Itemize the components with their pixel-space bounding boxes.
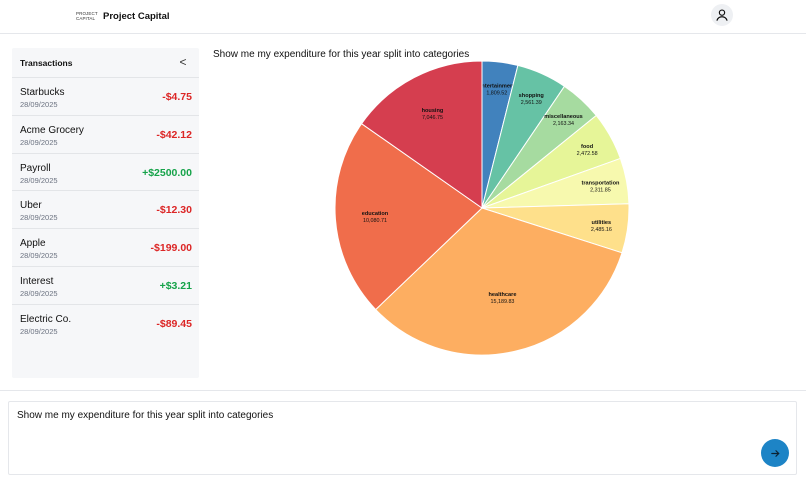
pie-value-entertainment: 1,809.52 — [486, 90, 507, 96]
transaction-item[interactable]: Starbucks 28/09/2025 -$4.75 — [12, 78, 199, 116]
pie-label-education: education — [362, 211, 389, 217]
pie-value-food: 2,472.58 — [577, 151, 598, 157]
transaction-item[interactable]: Electric Co. 28/09/2025 -$89.45 — [12, 305, 199, 343]
expenditure-pie-chart: entertainment 1,809.52 shopping 2,561.39 mis… — [322, 56, 642, 366]
transactions-panel: Transactions < Starbucks 28/09/2025 -$4.… — [12, 48, 199, 378]
transaction-item[interactable]: Uber 28/09/2025 -$12.30 — [12, 191, 199, 230]
transaction-date: 28/09/2025 — [20, 251, 58, 261]
transaction-date: 28/09/2025 — [20, 175, 58, 185]
transaction-name: Payroll — [20, 162, 51, 174]
pie-label-food: food — [581, 144, 594, 150]
transaction-name: Apple — [20, 238, 46, 250]
section-divider — [0, 390, 806, 391]
transaction-amount: +$2500.00 — [142, 166, 192, 179]
transaction-name: Electric Co. — [20, 313, 72, 325]
pie-value-shopping: 2,561.39 — [521, 100, 542, 106]
transactions-list: Starbucks 28/09/2025 -$4.75 Acme Grocery… — [12, 78, 199, 343]
transaction-name: Starbucks — [20, 87, 65, 98]
pie-label-shopping: shopping — [519, 93, 545, 99]
logo-line-1: PROJECT — [76, 11, 98, 16]
pie-slice-housing[interactable] — [360, 60, 483, 209]
transaction-amount: -$42.12 — [156, 128, 192, 141]
pie-label-housing: housing — [422, 108, 444, 114]
pie-label-utilities: utilities — [592, 220, 612, 226]
pie-slice-education[interactable] — [334, 122, 483, 311]
pie-value-housing: 7,046.75 — [422, 115, 443, 121]
transaction-item[interactable]: Interest 28/09/2025 +$3.21 — [12, 267, 199, 305]
transactions-panel-header: Transactions < — [12, 48, 199, 78]
transaction-amount: +$3.21 — [159, 279, 192, 292]
user-avatar-button[interactable] — [711, 4, 733, 26]
transaction-amount: -$199.00 — [150, 242, 192, 255]
transaction-item[interactable]: Payroll 28/09/2025 +$2500.00 — [12, 154, 199, 192]
transaction-date: 28/09/2025 — [20, 137, 58, 147]
transaction-amount: -$12.30 — [156, 204, 192, 217]
pie-label-transportation: transportation — [581, 181, 619, 187]
app-logo[interactable]: PROJECT CAPITAL — [76, 11, 98, 21]
pie-label-healthcare: healthcare — [488, 292, 516, 298]
chart-query-title: Show me my expenditure for this year spl… — [213, 49, 470, 60]
transaction-amount: -$4.75 — [162, 91, 192, 103]
transaction-date: 28/09/2025 — [20, 213, 58, 223]
pie-value-education: 10,080.71 — [363, 218, 387, 224]
prompt-input[interactable] — [17, 410, 757, 421]
pie-value-miscellaneous: 2,163.34 — [553, 121, 574, 127]
pie-slice-healthcare[interactable] — [374, 207, 623, 356]
pie-label-entertainment: entertainment — [478, 83, 515, 89]
transaction-item[interactable]: Apple 28/09/2025 -$199.00 — [12, 229, 199, 267]
transactions-title: Transactions — [20, 58, 73, 68]
transaction-name: Interest — [20, 275, 54, 287]
app-title: Project Capital — [103, 11, 170, 22]
prompt-box — [8, 401, 797, 475]
arrow-right-icon — [770, 449, 779, 457]
send-button[interactable] — [761, 439, 789, 467]
transaction-date: 28/09/2025 — [20, 288, 58, 298]
pie-value-transportation: 2,311.85 — [590, 188, 611, 194]
transaction-date: 28/09/2025 — [20, 100, 58, 109]
pie-value-utilities: 2,485.16 — [591, 227, 612, 233]
user-icon — [716, 9, 728, 21]
transaction-item[interactable]: Acme Grocery 28/09/2025 -$42.12 — [12, 116, 199, 154]
logo-line-2: CAPITAL — [76, 16, 96, 21]
transaction-name: Acme Grocery — [20, 124, 84, 136]
collapse-sidebar-button[interactable]: < — [179, 55, 187, 69]
pie-value-healthcare: 15,189.83 — [490, 299, 514, 305]
app-header: PROJECT CAPITAL Project Capital — [0, 0, 806, 34]
pie-label-miscellaneous: miscellaneous — [544, 114, 583, 120]
transaction-amount: -$89.45 — [156, 317, 192, 330]
transaction-name: Uber — [20, 200, 42, 212]
transaction-date: 28/09/2025 — [20, 326, 58, 336]
